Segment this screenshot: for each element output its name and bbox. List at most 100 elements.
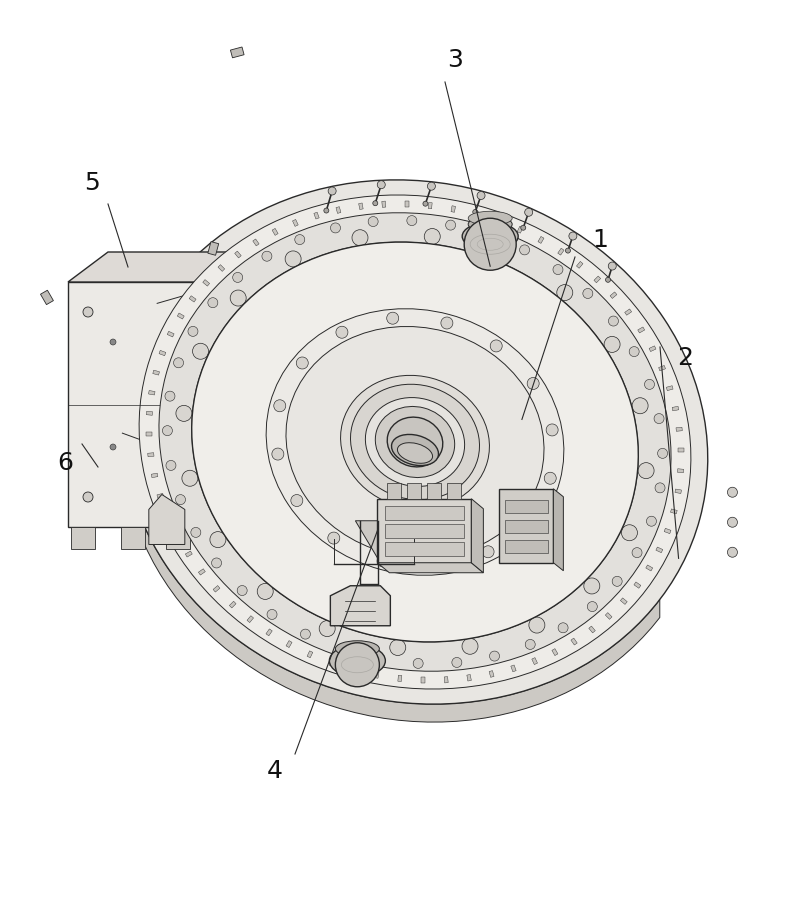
Circle shape [328,532,340,545]
Ellipse shape [375,407,454,478]
Polygon shape [451,207,455,213]
Circle shape [629,347,639,357]
Bar [71,528,95,549]
Circle shape [727,488,738,498]
Circle shape [218,492,228,502]
Polygon shape [511,666,516,672]
Polygon shape [378,563,483,573]
Polygon shape [656,548,662,553]
Circle shape [462,639,478,655]
Circle shape [191,528,201,538]
Circle shape [446,221,456,231]
Polygon shape [675,490,682,494]
Circle shape [285,252,301,268]
Circle shape [83,492,93,502]
Polygon shape [307,651,313,658]
Polygon shape [146,433,152,437]
Circle shape [413,658,423,668]
Circle shape [301,630,310,640]
Polygon shape [218,265,225,272]
Ellipse shape [192,243,638,642]
Circle shape [324,209,329,214]
Polygon shape [68,282,243,528]
Bar [506,540,548,553]
Circle shape [553,265,563,275]
Polygon shape [422,677,425,683]
Polygon shape [444,676,448,683]
Polygon shape [471,499,483,573]
Bar [386,542,464,557]
Polygon shape [149,495,185,545]
Text: 4: 4 [267,759,283,782]
Circle shape [604,337,620,353]
Ellipse shape [266,309,564,575]
Circle shape [522,515,534,528]
Circle shape [176,406,192,422]
Polygon shape [178,314,184,319]
Circle shape [483,231,494,241]
Text: 5: 5 [84,170,100,195]
Polygon shape [672,407,678,411]
Polygon shape [406,202,409,207]
Circle shape [482,547,494,558]
Circle shape [294,235,305,245]
Polygon shape [634,583,641,589]
Bar [386,506,464,520]
Polygon shape [594,277,601,283]
Circle shape [558,623,568,633]
Ellipse shape [330,645,386,677]
Circle shape [296,357,308,370]
Circle shape [464,219,516,271]
Circle shape [373,201,378,207]
Polygon shape [355,521,387,563]
Polygon shape [330,586,390,626]
Polygon shape [151,474,158,478]
Circle shape [544,473,556,484]
Polygon shape [678,469,684,474]
Ellipse shape [398,443,433,464]
Polygon shape [610,292,617,299]
Ellipse shape [159,214,671,671]
Circle shape [388,420,402,435]
Circle shape [390,640,406,656]
Polygon shape [198,569,206,575]
Circle shape [658,449,667,459]
Polygon shape [496,218,501,226]
Circle shape [377,556,389,567]
Circle shape [622,525,638,541]
Polygon shape [148,453,154,457]
Polygon shape [230,602,236,608]
Circle shape [521,226,526,231]
Ellipse shape [122,180,708,704]
Polygon shape [146,412,153,416]
Polygon shape [293,220,298,227]
Text: 6: 6 [57,450,73,474]
Circle shape [645,380,654,390]
Polygon shape [428,203,432,209]
Circle shape [546,425,558,437]
Text: 2: 2 [677,345,693,370]
Circle shape [427,183,435,191]
Polygon shape [247,616,254,623]
Circle shape [584,578,600,594]
Circle shape [174,358,183,368]
Circle shape [495,248,511,264]
Polygon shape [186,551,192,557]
Circle shape [336,327,348,339]
Circle shape [727,548,738,557]
Polygon shape [272,229,278,236]
Polygon shape [658,366,666,372]
Polygon shape [538,237,544,244]
Circle shape [218,308,228,318]
Polygon shape [606,613,612,620]
Ellipse shape [366,398,465,487]
Circle shape [638,463,654,479]
Text: 3: 3 [447,48,463,72]
Circle shape [237,586,247,596]
Circle shape [529,617,545,633]
Polygon shape [620,598,627,604]
Circle shape [368,217,378,227]
Ellipse shape [286,327,544,558]
Polygon shape [157,493,164,499]
Polygon shape [358,204,363,210]
